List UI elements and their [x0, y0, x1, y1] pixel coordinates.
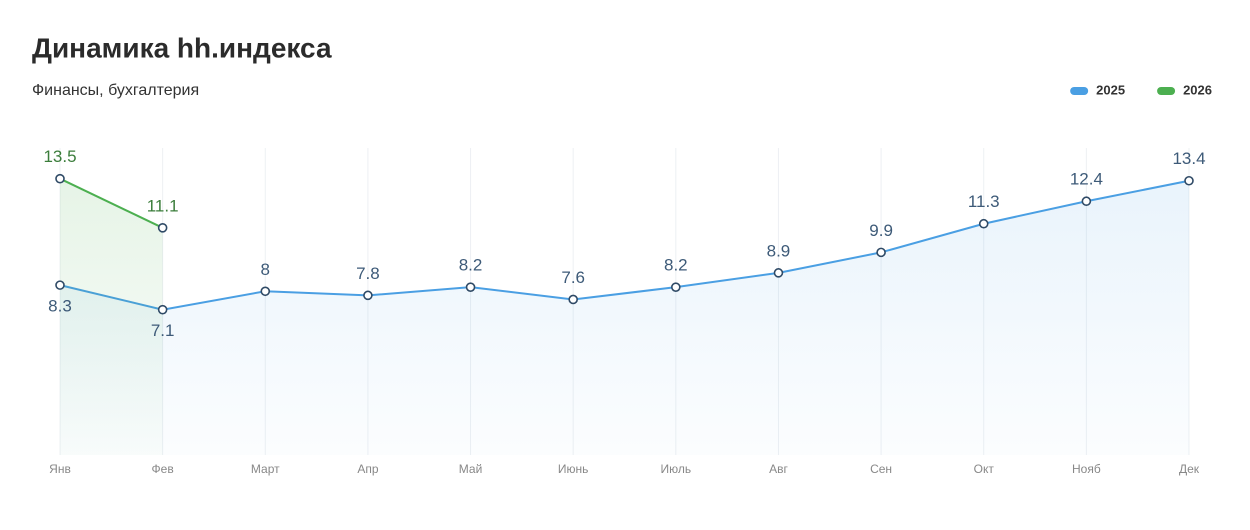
legend-label: 2026 [1183, 82, 1212, 97]
area [60, 178, 163, 455]
x-tick-label: Июль [661, 462, 692, 476]
point [363, 290, 373, 301]
data-label: 8.2 [459, 256, 483, 275]
x-tick-label: Июнь [558, 462, 589, 476]
point [157, 304, 168, 315]
x-tick-label: Сен [870, 462, 892, 476]
point [773, 268, 784, 278]
chart-subtitle: Финансы, бухгалтерия [32, 82, 199, 99]
data-label: 11.1 [147, 196, 179, 215]
data-label: 12.4 [1070, 170, 1103, 189]
x-tick-label: Авг [769, 462, 788, 476]
data-label: 11.3 [968, 192, 1000, 211]
area [60, 180, 1189, 455]
chart-title: Динамика hh.индекса [32, 32, 332, 63]
data-label: 8 [261, 260, 270, 279]
legend-label: 2025 [1096, 82, 1125, 97]
point [55, 280, 65, 290]
data-label: 8.2 [664, 256, 688, 275]
legend-swatch [1070, 87, 1089, 95]
point [55, 173, 65, 184]
point [1081, 196, 1092, 207]
data-label: 7.1 [151, 321, 175, 340]
point [568, 294, 578, 305]
point [876, 247, 886, 258]
point [157, 223, 168, 233]
line [59, 177, 164, 229]
point [260, 286, 271, 297]
x-tick-label: Дек [1179, 462, 1200, 476]
x-tick-label: Нояб [1072, 462, 1101, 476]
data-label: 7.8 [356, 264, 380, 283]
data-label: 9.9 [869, 221, 893, 240]
x-tick-label: Апр [357, 462, 379, 476]
data-label: 8.3 [48, 297, 72, 316]
x-tick-label: Фев [152, 462, 174, 476]
legend-swatch [1157, 87, 1176, 95]
data-label: 13.5 [43, 147, 76, 166]
data-label: 8.9 [767, 241, 791, 260]
line [59, 179, 1190, 311]
point [1184, 175, 1194, 186]
x-tick-label: Янв [49, 462, 71, 476]
point [978, 218, 989, 229]
point [671, 282, 681, 292]
data-label: 13.4 [1172, 149, 1205, 168]
x-tick-label: Март [251, 462, 280, 476]
x-tick-label: Окт [974, 462, 995, 476]
point [465, 282, 476, 292]
x-tick-label: Май [459, 462, 483, 476]
data-label: 7.6 [561, 268, 585, 287]
